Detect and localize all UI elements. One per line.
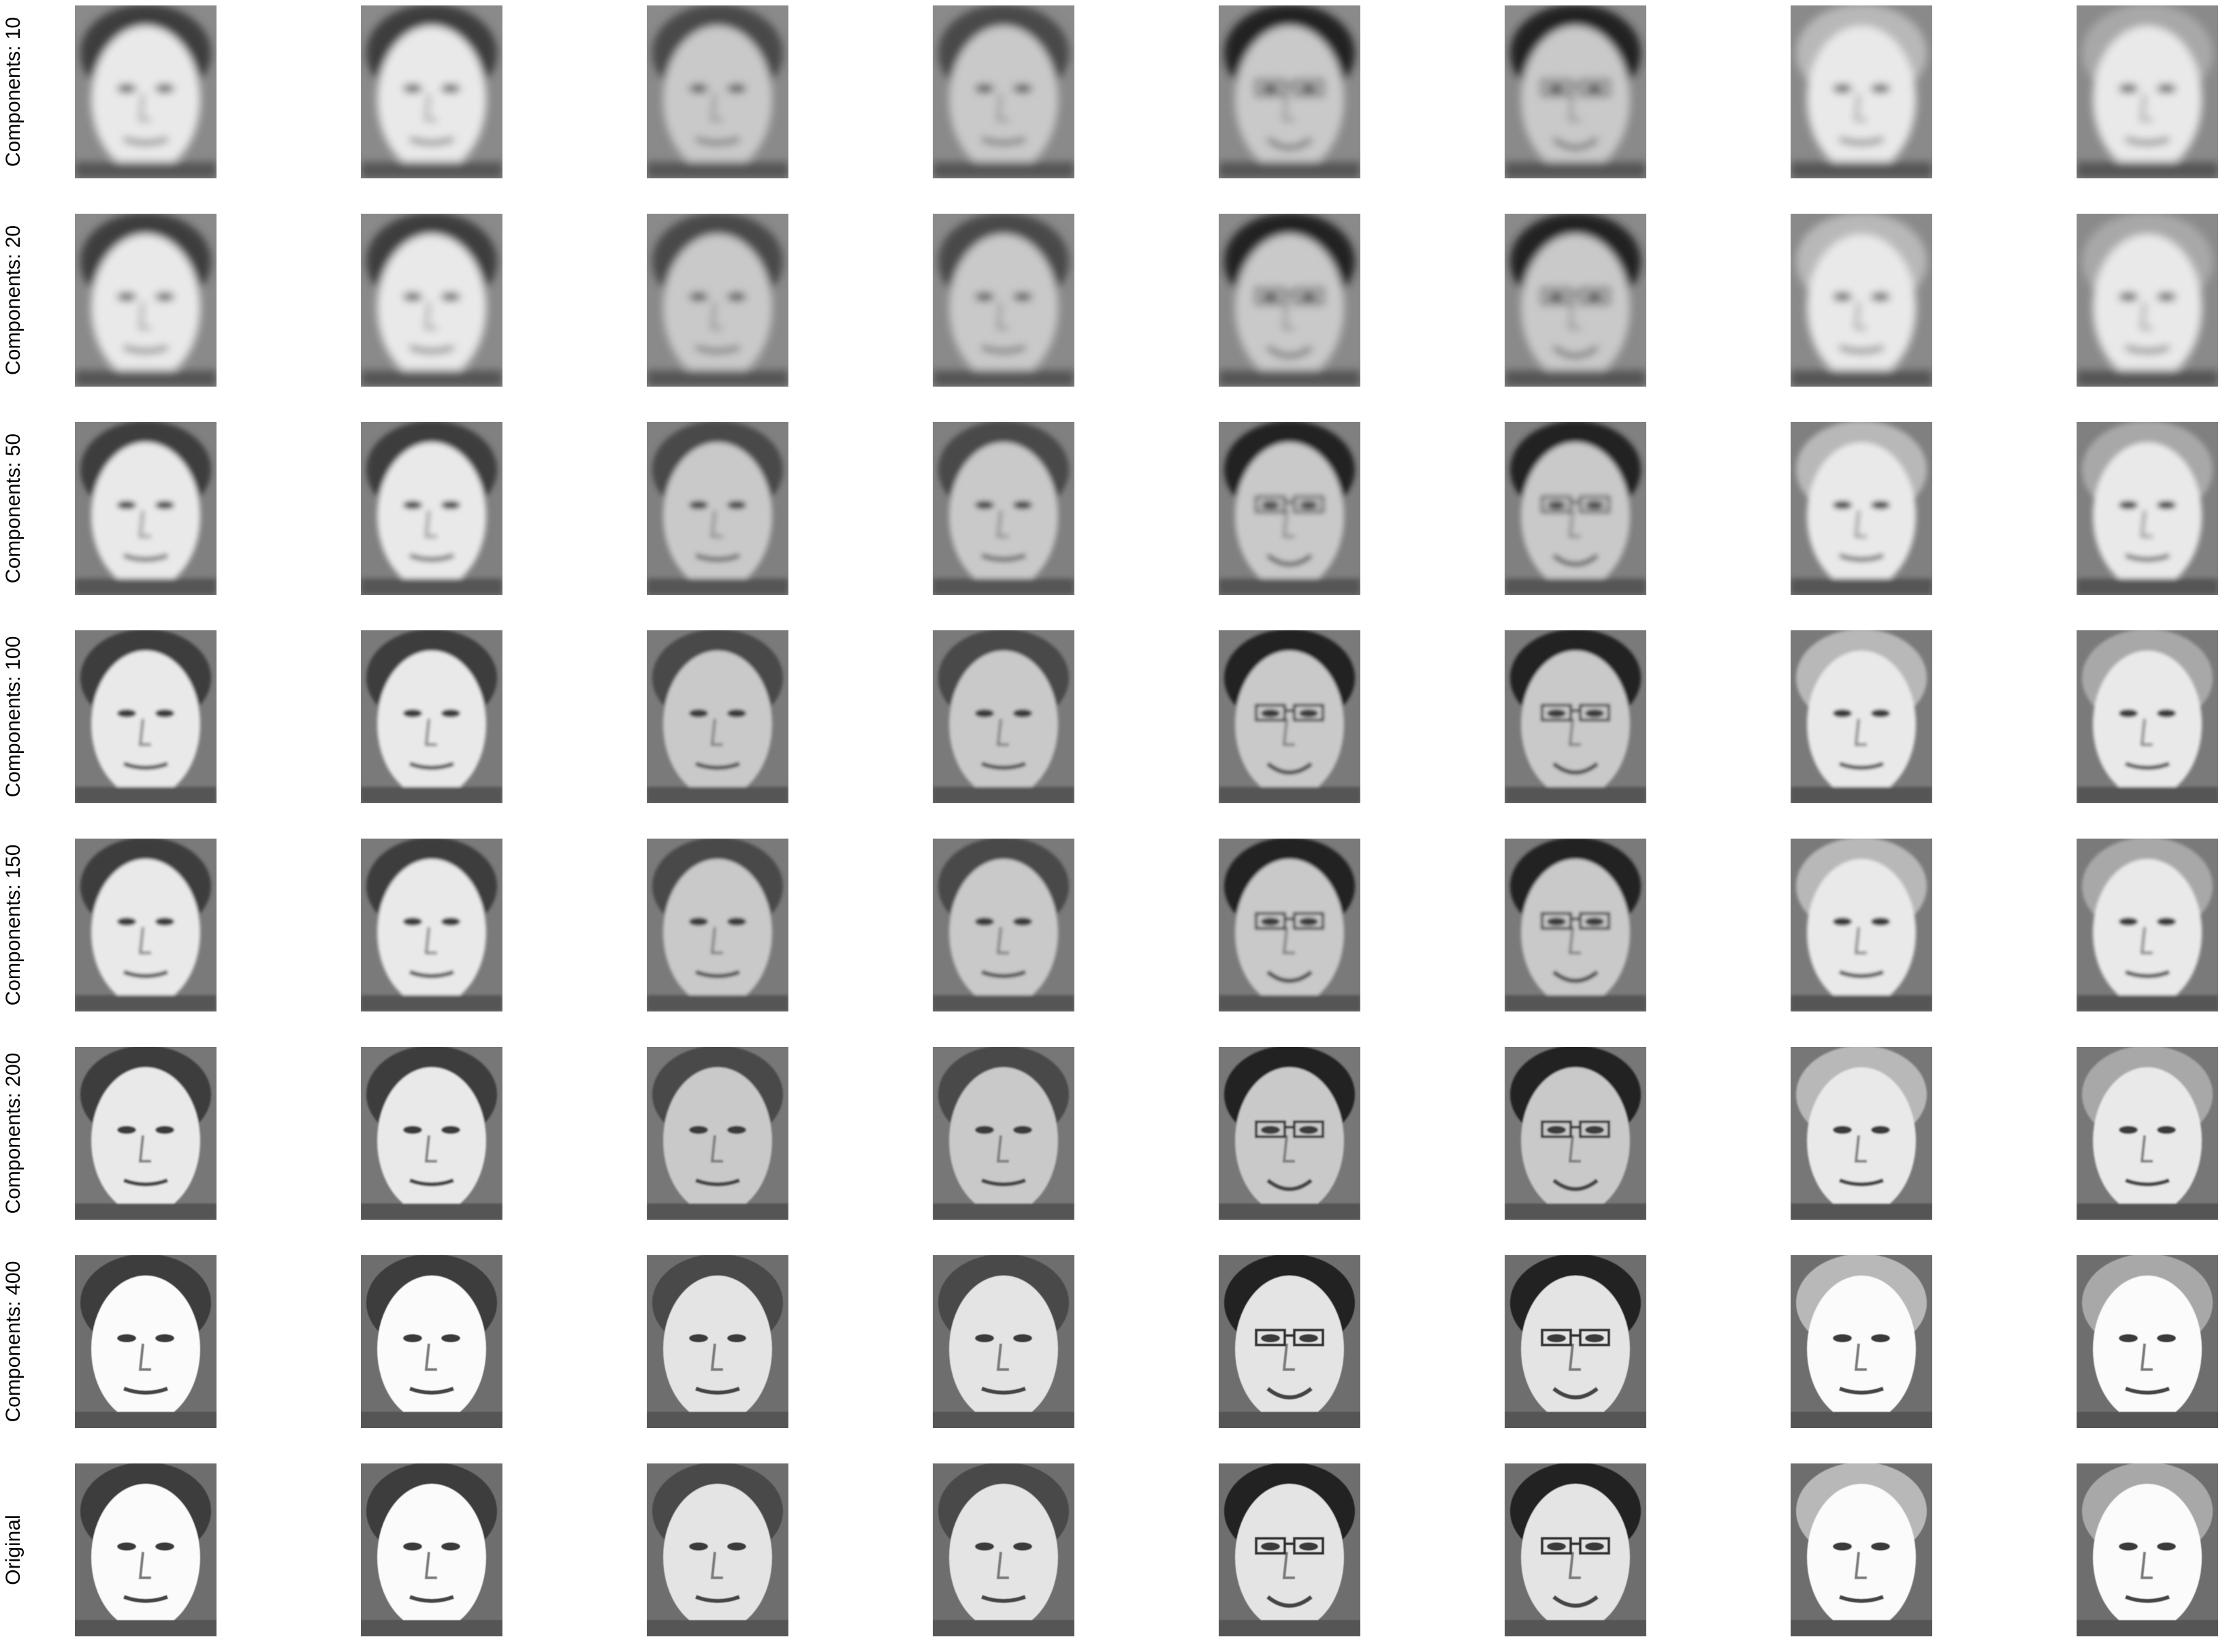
face-image <box>2077 422 2218 595</box>
row-label: Components: 10 <box>2 16 25 167</box>
face-image <box>1791 1047 1932 1220</box>
face-image <box>2077 1255 2218 1428</box>
face-image <box>933 839 1074 1011</box>
face-image <box>2077 5 2218 178</box>
face-image <box>1791 630 1932 803</box>
row-label: Components: 150 <box>2 844 25 1006</box>
face-image <box>361 5 502 178</box>
face-image <box>361 422 502 595</box>
face-image <box>1505 5 1646 178</box>
face-image <box>1505 1047 1646 1220</box>
face-image <box>1791 839 1932 1011</box>
face-image <box>1219 839 1360 1011</box>
face-image <box>1505 422 1646 595</box>
face-image <box>933 5 1074 178</box>
row-label: Original <box>2 1515 25 1585</box>
row-label: Components: 200 <box>2 1052 25 1214</box>
face-image <box>1219 1047 1360 1220</box>
face-image <box>933 1047 1074 1220</box>
face-image <box>647 630 788 803</box>
face-image <box>75 630 217 803</box>
face-image <box>1505 1255 1646 1428</box>
face-image <box>1219 1463 1360 1636</box>
face-image <box>1791 1463 1932 1636</box>
face-image <box>1505 839 1646 1011</box>
face-image <box>1505 630 1646 803</box>
face-image <box>1791 214 1932 387</box>
face-image <box>647 1463 788 1636</box>
face-image <box>1219 1255 1360 1428</box>
face-image <box>1219 630 1360 803</box>
face-image <box>75 1463 217 1636</box>
face-image <box>361 1463 502 1636</box>
face-image <box>1791 422 1932 595</box>
face-image <box>1505 214 1646 387</box>
face-image <box>1505 1463 1646 1636</box>
face-image <box>933 422 1074 595</box>
face-image <box>2077 630 2218 803</box>
face-image <box>2077 214 2218 387</box>
face-image <box>2077 1463 2218 1636</box>
face-image <box>933 1255 1074 1428</box>
face-image <box>75 214 217 387</box>
face-image <box>361 630 502 803</box>
row-label: Components: 100 <box>2 636 25 798</box>
face-image <box>933 214 1074 387</box>
row-label: Components: 50 <box>2 433 25 584</box>
face-image <box>1791 1255 1932 1428</box>
face-image <box>933 630 1074 803</box>
face-image <box>647 5 788 178</box>
face-image <box>361 1255 502 1428</box>
face-image <box>75 1047 217 1220</box>
face-image <box>1219 214 1360 387</box>
face-image <box>2077 1047 2218 1220</box>
face-image <box>75 839 217 1011</box>
face-image <box>1219 5 1360 178</box>
face-image <box>647 422 788 595</box>
face-image <box>75 1255 217 1428</box>
face-image <box>2077 839 2218 1011</box>
face-image <box>361 839 502 1011</box>
row-label: Components: 400 <box>2 1261 25 1423</box>
face-image <box>361 214 502 387</box>
face-image <box>647 1255 788 1428</box>
face-image <box>647 214 788 387</box>
face-image <box>647 1047 788 1220</box>
face-image <box>647 839 788 1011</box>
face-image <box>1791 5 1932 178</box>
row-label: Components: 20 <box>2 225 25 376</box>
face-image <box>1219 422 1360 595</box>
face-image <box>933 1463 1074 1636</box>
face-image <box>75 422 217 595</box>
face-image <box>75 5 217 178</box>
face-image <box>361 1047 502 1220</box>
